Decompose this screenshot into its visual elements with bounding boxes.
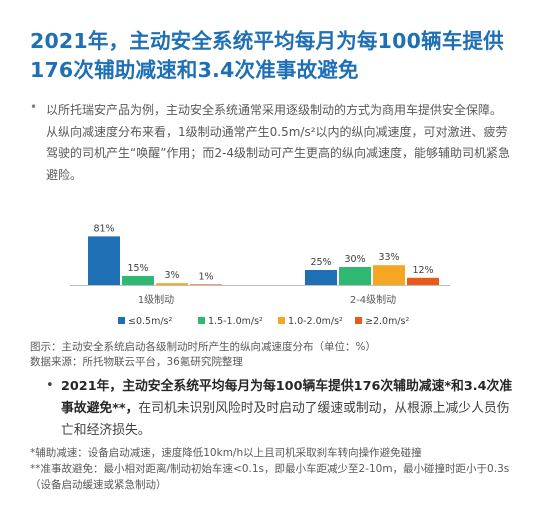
bar-2-4 xyxy=(407,277,439,285)
legend-label-4: ≥2.0m/s² xyxy=(365,316,409,327)
data-label-2-2: 30% xyxy=(344,254,365,265)
data-source: 数据来源：所托物联云平台，36氪研究院整理 xyxy=(30,355,243,368)
bar-1-2 xyxy=(122,276,154,285)
category-label-2: 2-4级制动 xyxy=(350,293,396,306)
legend-label-1: ≤0.5m/s² xyxy=(128,316,172,327)
bar-2-1 xyxy=(305,270,337,285)
legend-swatch-4 xyxy=(355,317,362,324)
page-title: 2021年，主动安全系统平均每月为每100辆车提供176次辅助减速和3.4次准事… xyxy=(30,29,504,82)
bar-2-2 xyxy=(339,267,371,285)
summary-paragraph: 2021年，主动安全系统平均每月为每100辆车提供176次辅助减速*和3.4次准… xyxy=(61,376,516,442)
legend-label-2: 1.5-1.0m/s² xyxy=(208,316,263,327)
summary-highlight: 2021年，主动安全系统平均每月为每100辆车提供176次辅助减速*和3.4次准… xyxy=(61,379,513,416)
data-label-1-1: 81% xyxy=(93,223,114,234)
footnote-near-miss-avoidance: **准事故避免：最小相对距离/制动初始车速<0.1s，即最小车距减少至2-10m… xyxy=(30,463,510,491)
legend-swatch-3 xyxy=(278,317,285,324)
footnote-assisted-deceleration: *辅助减速：设备启动减速，速度降低10km/h以上且司机采取刹车转向操作避免碰撞 xyxy=(30,447,422,459)
data-label-1-2: 15% xyxy=(127,263,148,274)
bar-1-1 xyxy=(88,236,120,285)
bar-1-3 xyxy=(156,283,188,285)
legend-swatch-2 xyxy=(198,317,205,324)
legend-swatch-1 xyxy=(118,317,125,324)
bar-1-4 xyxy=(190,284,222,285)
intro-paragraph: 以所托瑞安产品为例，主动安全系统通常采用逐级制动的方式为商用车提供安全保障。从纵… xyxy=(46,103,511,182)
category-label-1: 1级制动 xyxy=(138,293,174,306)
bar-2-3 xyxy=(373,265,405,285)
data-label-1-3: 3% xyxy=(164,270,179,281)
summary-bullet-icon: • xyxy=(46,378,54,393)
summary-text: 在司机未识别风险时及时启动了缓速或制动，从根源上减少人员伤亡和经济损失。 xyxy=(61,401,510,438)
footnotes: *辅助减速：设备启动减速，速度降低10km/h以上且司机采取刹车转向操作避免碰撞… xyxy=(30,445,518,493)
deceleration-bar-chart: 81% 25% 15% 30% 3% 33% 1% 12% 1级制动 2-4级制动 ≤0.5m/s²… xyxy=(70,223,450,327)
data-label-2-3: 33% xyxy=(378,252,399,263)
data-label-1-4: 1% xyxy=(198,271,213,282)
chart-caption: 图示：主动安全系统启动各级制动时所产生的纵向减速度分布（单位：%） xyxy=(30,341,376,353)
data-label-2-1: 25% xyxy=(310,257,331,268)
legend-label-3: 1.0-2.0m/s² xyxy=(288,316,343,327)
data-label-2-4: 12% xyxy=(412,265,433,276)
bullet-icon: • xyxy=(30,100,38,114)
